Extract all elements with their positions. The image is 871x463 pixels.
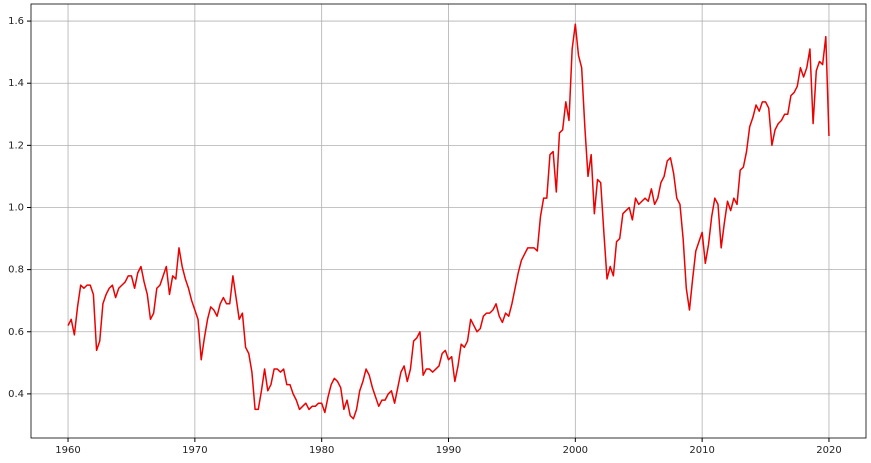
y-tick-label: 0.6 bbox=[8, 327, 24, 338]
y-tick-label: 1.0 bbox=[8, 202, 24, 213]
x-tick-label: 1960 bbox=[55, 445, 80, 456]
x-tick-label: 2010 bbox=[689, 445, 714, 456]
y-tick-label: 0.8 bbox=[8, 265, 24, 276]
x-tick-label: 2000 bbox=[563, 445, 588, 456]
x-tick-label: 1980 bbox=[309, 445, 334, 456]
y-tick-label: 1.6 bbox=[8, 16, 24, 27]
y-tick-label: 1.4 bbox=[8, 78, 24, 89]
plot-frame bbox=[30, 3, 867, 439]
x-tick-label: 1990 bbox=[436, 445, 461, 456]
y-tick-label: 1.2 bbox=[8, 140, 24, 151]
x-tick-label: 1970 bbox=[182, 445, 207, 456]
data-line bbox=[67, 23, 830, 420]
x-tick-label: 2020 bbox=[816, 445, 841, 456]
y-tick-label: 0.4 bbox=[8, 389, 24, 400]
